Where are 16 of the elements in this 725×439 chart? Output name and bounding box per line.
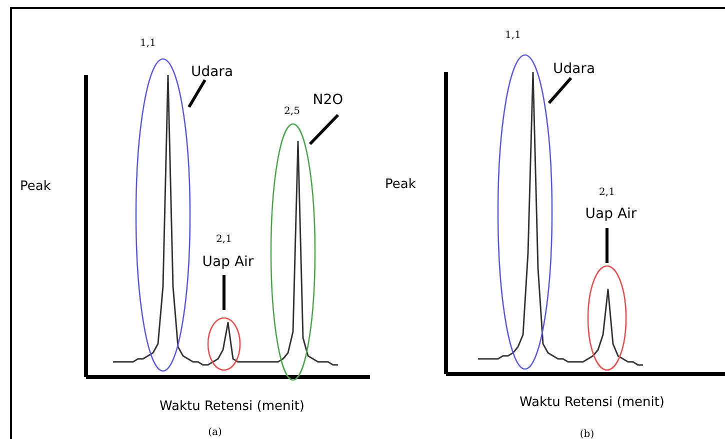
annotation: 2,1 [599,187,615,198]
text: 1,1 [140,38,156,49]
text: 1,1 [505,30,521,41]
y-axis-title: Peak [20,179,52,194]
text: (b) [580,429,594,439]
annotation: Udara [552,61,596,77]
annotation: 2,1 [216,234,232,245]
annotation: Uap Air [585,206,637,222]
annotation: Udara [190,64,234,80]
x-axis-title: Waktu Retensi (menit) [159,399,305,414]
x-axis-title: Waktu Retensi (menit) [519,395,665,410]
y-axis-title: Peak [385,177,416,192]
annotation: Uap Air [202,254,254,270]
annotation: 2,5 [284,106,300,117]
annotation: N2O [312,92,344,108]
text: (a) [208,427,222,438]
